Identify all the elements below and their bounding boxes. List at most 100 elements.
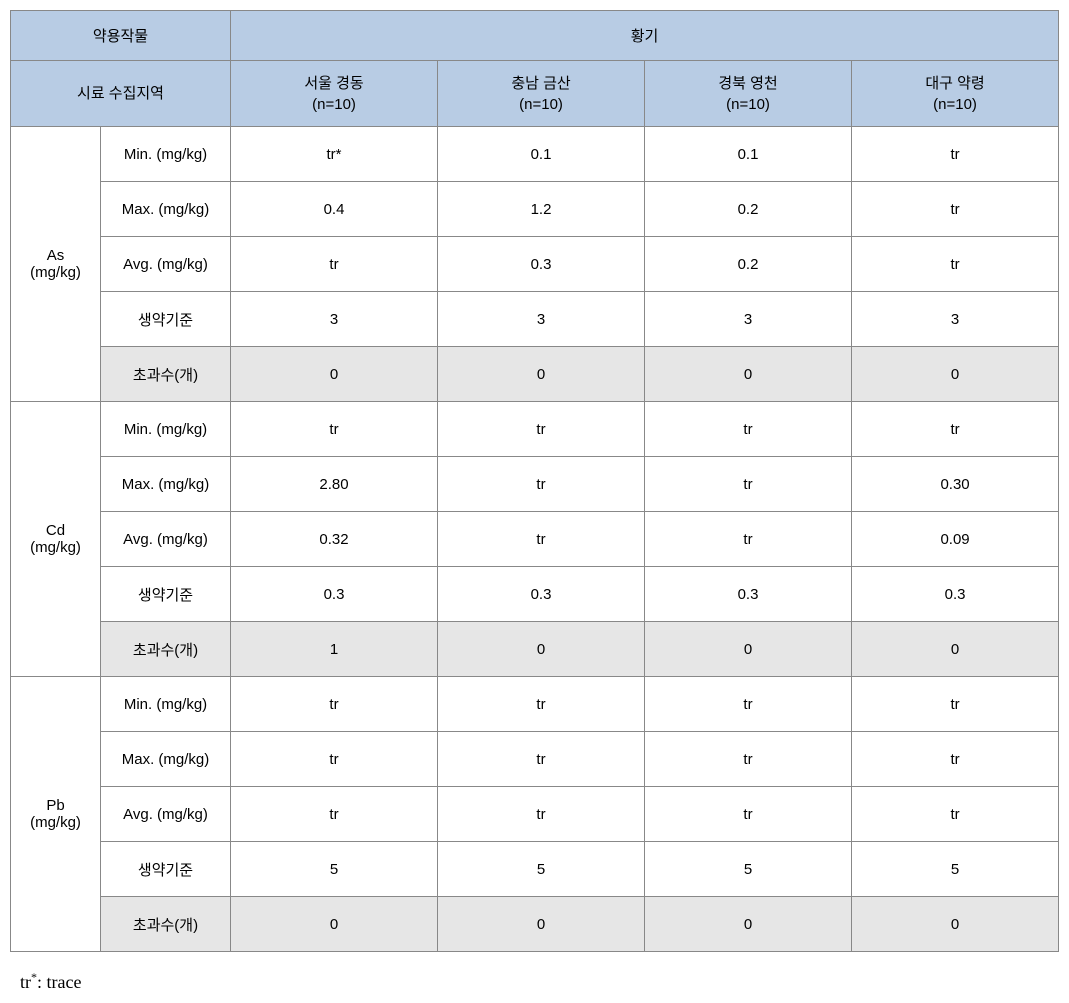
cell: 0.32 (231, 512, 438, 567)
cell: 5 (852, 842, 1059, 897)
element-unit: (mg/kg) (30, 814, 81, 831)
cell: 0.3 (645, 567, 852, 622)
cell: tr (438, 512, 645, 567)
cell: tr (852, 677, 1059, 732)
cell: 5 (438, 842, 645, 897)
table-row: Max. (mg/kg) 2.80 tr tr 0.30 (11, 457, 1059, 512)
cell: 1 (231, 622, 438, 677)
region-n: (n=10) (312, 96, 356, 113)
cell: 0 (645, 897, 852, 952)
cell: 0 (852, 347, 1059, 402)
footnote: tr*: trace (20, 970, 1059, 993)
region-name: 경북 영천 (718, 75, 777, 92)
cell: 5 (645, 842, 852, 897)
cell: tr (645, 787, 852, 842)
metric-label: Max. (mg/kg) (101, 182, 231, 237)
region-header-0: 서울 경동 (n=10) (231, 61, 438, 127)
table-row: Avg. (mg/kg) 0.32 tr tr 0.09 (11, 512, 1059, 567)
cell: 0.3 (231, 567, 438, 622)
cell: 0.09 (852, 512, 1059, 567)
cell: tr (645, 457, 852, 512)
cell: tr (645, 732, 852, 787)
table-row: Avg. (mg/kg) tr tr tr tr (11, 787, 1059, 842)
table-row: As (mg/kg) Min. (mg/kg) tr* 0.1 0.1 tr (11, 127, 1059, 182)
table-row: 초과수(개) 1 0 0 0 (11, 622, 1059, 677)
table-row: Max. (mg/kg) tr tr tr tr (11, 732, 1059, 787)
metric-label: 초과수(개) (101, 897, 231, 952)
region-label-cell: 시료 수집지역 (11, 61, 231, 127)
metric-label: Avg. (mg/kg) (101, 787, 231, 842)
cell: 0.3 (438, 567, 645, 622)
cell: 0.3 (852, 567, 1059, 622)
cell: tr (231, 677, 438, 732)
footnote-text: : trace (37, 972, 81, 992)
element-label: As (mg/kg) (11, 127, 101, 402)
element-unit: (mg/kg) (30, 539, 81, 556)
cell: 3 (231, 292, 438, 347)
cell: 0 (852, 622, 1059, 677)
cell: 0 (645, 622, 852, 677)
cell: 3 (645, 292, 852, 347)
table-body: 약용작물 황기 시료 수집지역 서울 경동 (n=10) 충남 금산 (n=10… (11, 11, 1059, 952)
cell: 0 (852, 897, 1059, 952)
table-row: 생약기준 5 5 5 5 (11, 842, 1059, 897)
cell: 0 (231, 897, 438, 952)
footnote-symbol: tr (20, 972, 31, 992)
cell: 0.2 (645, 237, 852, 292)
element-name: Pb (46, 797, 64, 814)
metric-label: Min. (mg/kg) (101, 402, 231, 457)
cell: 0 (438, 897, 645, 952)
metric-label: Avg. (mg/kg) (101, 512, 231, 567)
region-name: 서울 경동 (304, 75, 363, 92)
cell: tr (438, 457, 645, 512)
element-name: Cd (46, 522, 65, 539)
region-n: (n=10) (519, 96, 563, 113)
metric-label: 생약기준 (101, 567, 231, 622)
table-row: Cd (mg/kg) Min. (mg/kg) tr tr tr tr (11, 402, 1059, 457)
cell: tr (438, 677, 645, 732)
cell: tr (645, 402, 852, 457)
cell: 0.3 (438, 237, 645, 292)
region-n: (n=10) (726, 96, 770, 113)
crop-label-cell: 약용작물 (11, 11, 231, 61)
region-header-1: 충남 금산 (n=10) (438, 61, 645, 127)
metric-label: 생약기준 (101, 842, 231, 897)
metric-label: Max. (mg/kg) (101, 457, 231, 512)
cell: tr (852, 402, 1059, 457)
cell: 1.2 (438, 182, 645, 237)
cell: 0 (645, 347, 852, 402)
table-row: Pb (mg/kg) Min. (mg/kg) tr tr tr tr (11, 677, 1059, 732)
cell: tr (438, 732, 645, 787)
cell: tr (231, 732, 438, 787)
cell: 0.1 (645, 127, 852, 182)
cell: tr (645, 512, 852, 567)
cell: tr (852, 237, 1059, 292)
cell: 3 (438, 292, 645, 347)
region-n: (n=10) (933, 96, 977, 113)
region-name: 대구 약령 (925, 75, 984, 92)
table-row: 초과수(개) 0 0 0 0 (11, 897, 1059, 952)
cell: tr* (231, 127, 438, 182)
metric-label: Avg. (mg/kg) (101, 237, 231, 292)
table-row: Max. (mg/kg) 0.4 1.2 0.2 tr (11, 182, 1059, 237)
table-row: 생약기준 3 3 3 3 (11, 292, 1059, 347)
cell: tr (438, 402, 645, 457)
crop-value-cell: 황기 (231, 11, 1059, 61)
cell: tr (852, 732, 1059, 787)
element-unit: (mg/kg) (30, 264, 81, 281)
cell: 0 (438, 622, 645, 677)
cell: tr (438, 787, 645, 842)
cell: 0.30 (852, 457, 1059, 512)
cell: 0.2 (645, 182, 852, 237)
cell: 2.80 (231, 457, 438, 512)
cell: 0.4 (231, 182, 438, 237)
cell: tr (645, 677, 852, 732)
cell: 5 (231, 842, 438, 897)
metric-label: 초과수(개) (101, 347, 231, 402)
table-row: Avg. (mg/kg) tr 0.3 0.2 tr (11, 237, 1059, 292)
cell: tr (852, 182, 1059, 237)
element-label: Pb (mg/kg) (11, 677, 101, 952)
cell: 0 (231, 347, 438, 402)
table-row: 초과수(개) 0 0 0 0 (11, 347, 1059, 402)
cell: 0 (438, 347, 645, 402)
